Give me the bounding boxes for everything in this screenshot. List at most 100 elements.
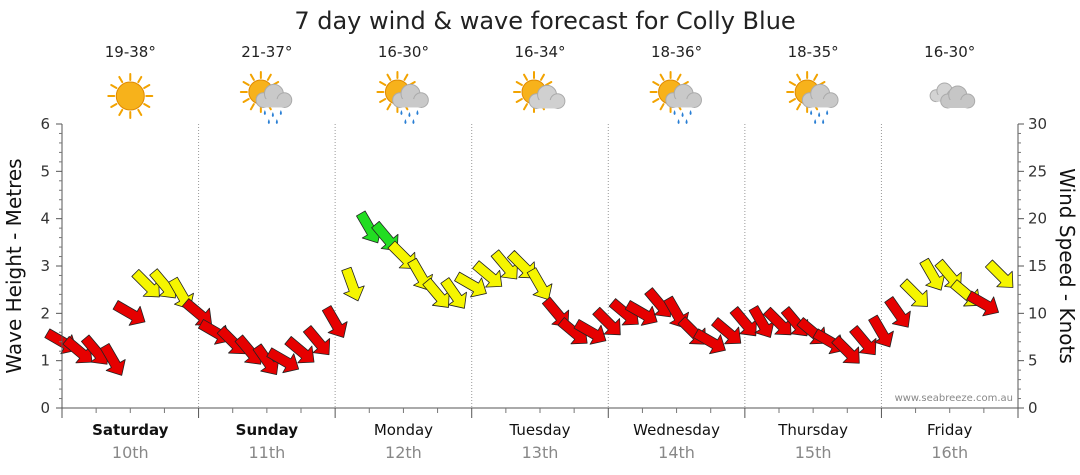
sun-ray bbox=[652, 81, 660, 86]
date-label: 11th bbox=[248, 443, 285, 462]
temperature-range: 16-30° bbox=[924, 43, 975, 61]
wind-arrow bbox=[506, 250, 536, 279]
rain-drop bbox=[818, 112, 821, 117]
sun-ray bbox=[379, 81, 387, 86]
day-header: 19-38° Saturday 10th bbox=[92, 43, 169, 462]
sun-ray bbox=[249, 73, 255, 81]
wind-arrow bbox=[131, 268, 160, 298]
wind-arrow bbox=[899, 278, 928, 307]
cloudy-icon bbox=[929, 82, 976, 109]
sun-ray bbox=[523, 73, 528, 81]
wind-arrow bbox=[454, 271, 487, 298]
sun-ray bbox=[788, 98, 797, 103]
temperature-range: 18-35° bbox=[788, 43, 839, 61]
rain-drop bbox=[279, 110, 282, 115]
sunny-icon bbox=[107, 73, 154, 119]
day-label: Friday bbox=[927, 421, 973, 439]
sun-ray bbox=[137, 108, 143, 117]
sun-ray bbox=[137, 75, 143, 84]
sun-ray bbox=[545, 81, 553, 86]
sun-ray bbox=[659, 73, 665, 81]
right-tick-label: 10 bbox=[1028, 304, 1047, 322]
sun-ray bbox=[796, 103, 802, 111]
sun-ray bbox=[379, 98, 387, 103]
day-header: 18-35° Thursday 15th bbox=[777, 43, 848, 462]
wind-arrow bbox=[919, 257, 946, 291]
cloud-base bbox=[536, 100, 558, 109]
rain-drop bbox=[408, 112, 411, 117]
cloud-shape bbox=[665, 83, 702, 108]
right-tick-label: 30 bbox=[1028, 115, 1047, 133]
sun-ray bbox=[796, 73, 802, 81]
rain-drop bbox=[814, 119, 817, 124]
rain-drop bbox=[400, 110, 403, 115]
wind-arrow bbox=[526, 267, 553, 301]
cloud-shape bbox=[940, 85, 976, 109]
left-tick-label: 5 bbox=[40, 162, 50, 180]
rain-drop bbox=[275, 119, 278, 124]
day-label: Monday bbox=[374, 421, 433, 439]
sun-ray bbox=[118, 108, 124, 117]
date-label: 12th bbox=[385, 443, 422, 462]
sun-disc bbox=[115, 81, 145, 111]
sun-ray bbox=[143, 103, 151, 108]
left-tick-label: 1 bbox=[40, 352, 50, 370]
sun-cloud-rain-icon bbox=[239, 71, 293, 124]
wind-arrow bbox=[624, 300, 658, 326]
cloud-shape bbox=[801, 83, 839, 108]
left-tick-label: 3 bbox=[40, 257, 50, 275]
wind-arrow bbox=[592, 306, 621, 336]
sun-ray bbox=[403, 73, 409, 81]
grid-lines bbox=[198, 124, 882, 408]
temperature-range: 18-36° bbox=[651, 43, 702, 61]
rain-drop bbox=[416, 110, 419, 115]
day-label: Saturday bbox=[92, 421, 169, 439]
sun-cloud-icon bbox=[513, 71, 566, 113]
sun-ray bbox=[540, 73, 545, 81]
left-tick-label: 2 bbox=[40, 304, 50, 322]
rain-drop bbox=[267, 119, 270, 124]
day-label: Thursday bbox=[777, 421, 848, 439]
day-header: 16-30° Monday 12th bbox=[374, 43, 433, 462]
date-label: 14th bbox=[658, 443, 695, 462]
temperature-range: 21-37° bbox=[241, 43, 292, 61]
right-tick-label: 15 bbox=[1028, 257, 1047, 275]
wind-arrow bbox=[729, 306, 757, 337]
sun-ray bbox=[659, 103, 665, 111]
rain-drop bbox=[677, 119, 680, 124]
sun-ray bbox=[676, 73, 682, 81]
rain-drop bbox=[810, 110, 813, 115]
rain-drop bbox=[263, 110, 266, 115]
wind-arrow bbox=[440, 277, 467, 309]
cloud-base bbox=[947, 100, 968, 108]
wind-arrow bbox=[62, 336, 93, 364]
sun-cloud-rain-icon bbox=[786, 71, 839, 124]
sun-ray bbox=[242, 98, 250, 103]
wind-arrow bbox=[849, 325, 877, 356]
sun-ray bbox=[118, 75, 124, 84]
wind-arrow bbox=[573, 319, 607, 345]
wind-arrow bbox=[884, 296, 911, 328]
cloud-shape bbox=[392, 83, 429, 108]
sun-ray bbox=[652, 98, 660, 103]
rain-drop bbox=[822, 119, 825, 124]
temperature-range: 19-38° bbox=[105, 43, 156, 61]
day-label: Wednesday bbox=[633, 421, 720, 439]
right-tick-label: 25 bbox=[1028, 162, 1047, 180]
wind-arrow bbox=[99, 343, 126, 376]
wind-arrow bbox=[284, 336, 315, 364]
left-axis-title: Wave Height - Metres bbox=[2, 158, 26, 373]
wind-arrow bbox=[831, 335, 860, 364]
left-tick-label: 4 bbox=[40, 210, 50, 228]
rain-drop bbox=[681, 112, 684, 117]
cloud-base bbox=[673, 99, 695, 108]
wind-arrow bbox=[490, 249, 518, 280]
sun-cloud-rain-icon bbox=[649, 71, 702, 124]
wind-arrow bbox=[341, 266, 365, 302]
sun-ray bbox=[266, 73, 272, 81]
sun-cloud-rain-icon bbox=[376, 71, 429, 124]
wind-arrow bbox=[422, 277, 450, 308]
wind-arrow bbox=[321, 305, 348, 338]
rain-drop bbox=[271, 112, 274, 117]
